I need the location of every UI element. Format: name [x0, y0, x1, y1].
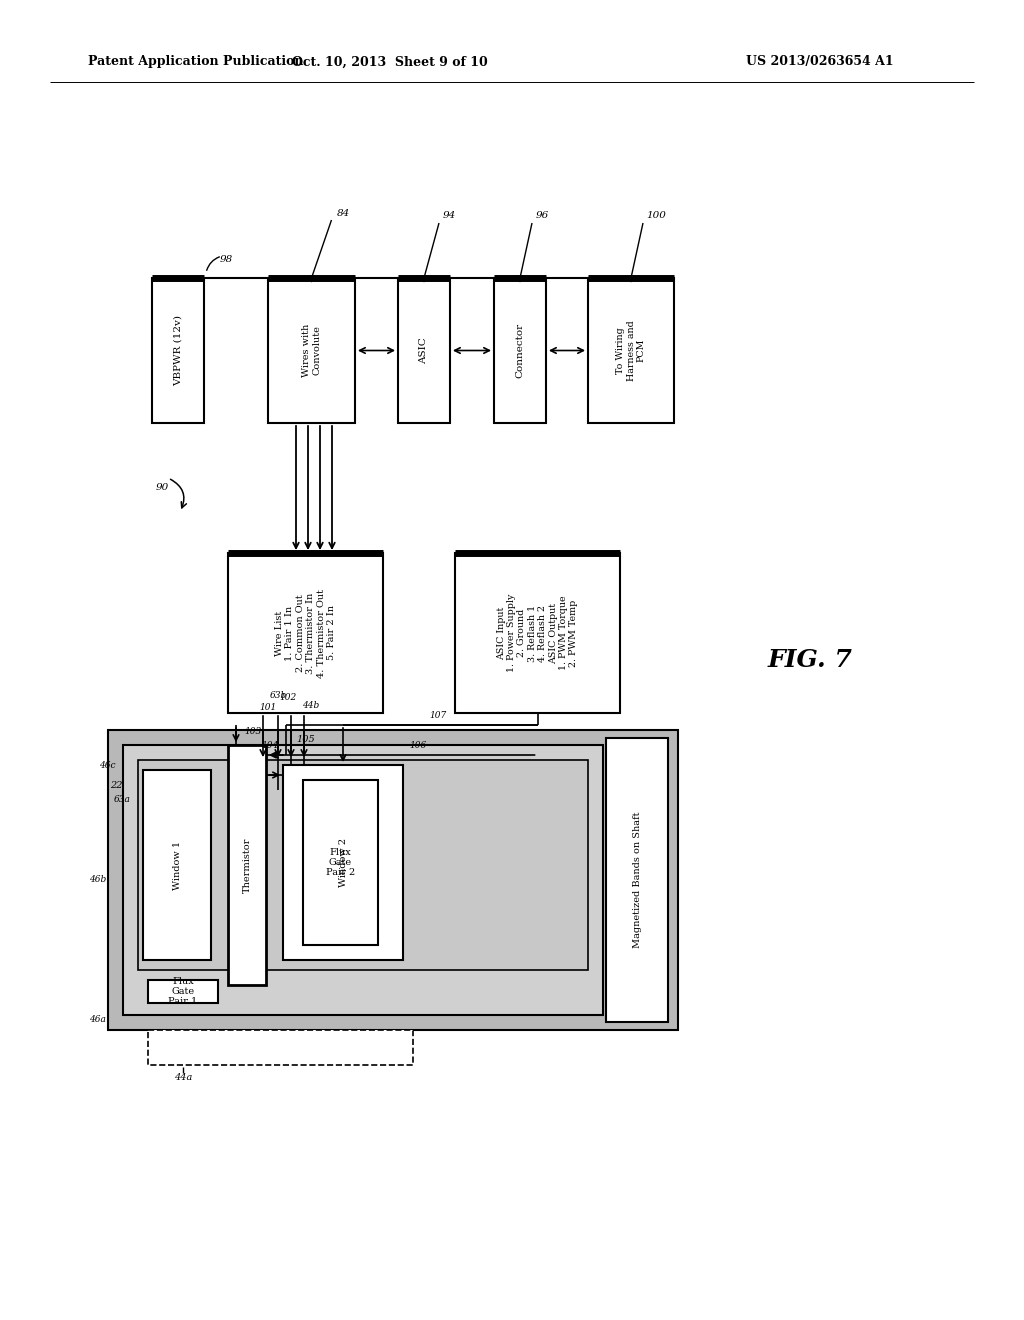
Bar	[148, 979, 218, 1003]
Text: ASIC Input
1. Power Supply
2. Ground
3. Reflash 1
4. Reflash 2
ASIC Output
1. PW: ASIC Input 1. Power Supply 2. Ground 3. …	[497, 594, 579, 672]
Bar	[268, 279, 355, 422]
Text: 63b: 63b	[269, 690, 287, 700]
Text: 94: 94	[442, 211, 456, 220]
Text: Window 1: Window 1	[172, 841, 181, 890]
Text: ASIC: ASIC	[420, 337, 428, 364]
Bar	[148, 1030, 413, 1065]
Text: 96: 96	[536, 211, 549, 220]
Text: 102: 102	[280, 693, 297, 702]
Text: 63a: 63a	[114, 796, 131, 804]
Text: 90: 90	[156, 483, 169, 492]
Text: Wires with
Convolute: Wires with Convolute	[302, 323, 322, 378]
Text: 101: 101	[259, 704, 276, 713]
Text: VBPWR (12v): VBPWR (12v)	[173, 315, 182, 385]
Text: 104: 104	[261, 741, 279, 750]
Text: Flux
Gate
Pair 2: Flux Gate Pair 2	[326, 847, 355, 878]
Text: Connector: Connector	[515, 323, 524, 378]
Bar	[152, 279, 204, 422]
Text: Window 2: Window 2	[339, 838, 347, 887]
Text: 46c: 46c	[99, 760, 116, 770]
Text: 100: 100	[646, 211, 666, 220]
Text: 46a: 46a	[89, 1015, 106, 1024]
Text: 98: 98	[219, 256, 232, 264]
Text: 105: 105	[297, 735, 315, 744]
Bar	[228, 553, 383, 713]
Text: US 2013/0263654 A1: US 2013/0263654 A1	[746, 55, 894, 69]
Bar	[143, 770, 211, 960]
Text: 22: 22	[111, 780, 123, 789]
Text: 106: 106	[410, 741, 427, 750]
Text: 44b: 44b	[302, 701, 319, 710]
Bar	[303, 780, 378, 945]
Bar	[494, 279, 546, 422]
Text: Oct. 10, 2013  Sheet 9 of 10: Oct. 10, 2013 Sheet 9 of 10	[292, 55, 487, 69]
Bar	[123, 744, 603, 1015]
Bar	[108, 730, 678, 1030]
Text: To Wiring
Harness and
PCM: To Wiring Harness and PCM	[616, 321, 646, 381]
Bar	[455, 553, 620, 713]
Text: 44a: 44a	[174, 1072, 193, 1081]
Bar	[283, 766, 403, 960]
Text: Patent Application Publication: Patent Application Publication	[88, 55, 303, 69]
Text: Magnetized Bands on Shaft: Magnetized Bands on Shaft	[633, 812, 641, 948]
Bar	[588, 279, 674, 422]
Text: FIG. 7: FIG. 7	[768, 648, 852, 672]
Bar	[138, 760, 588, 970]
Bar	[228, 744, 266, 985]
Bar	[606, 738, 668, 1022]
Bar	[398, 279, 450, 422]
Text: Wire List
1. Pair 1 In
2. Common Out
3. Thermistor In
4. Thermistor Out
5. Pair : Wire List 1. Pair 1 In 2. Common Out 3. …	[275, 589, 336, 677]
Text: 84: 84	[337, 209, 350, 218]
Text: 107: 107	[429, 710, 446, 719]
Text: 46b: 46b	[89, 875, 106, 884]
Text: Thermistor: Thermistor	[243, 837, 252, 892]
Text: 103: 103	[245, 727, 261, 737]
Text: Flux
Gate
Pair 1: Flux Gate Pair 1	[168, 977, 198, 1006]
